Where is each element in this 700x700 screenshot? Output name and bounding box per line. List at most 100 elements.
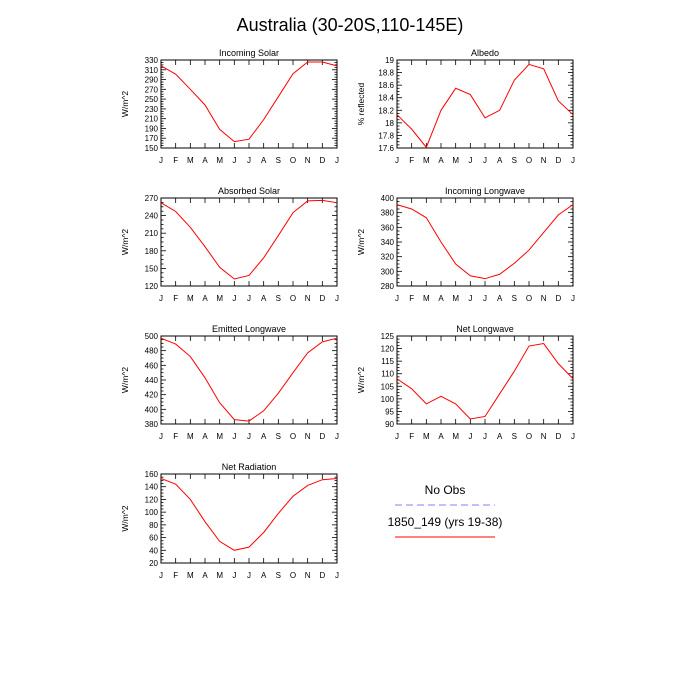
x-tick-label: M (216, 571, 223, 580)
y-tick-label: 210 (145, 229, 159, 238)
x-tick-label: N (541, 294, 547, 303)
series-line (160, 337, 338, 422)
x-tick-label: J (159, 432, 163, 441)
plot-frame (160, 197, 338, 287)
x-tick-label: F (173, 432, 178, 441)
x-tick-label: J (232, 432, 236, 441)
x-tick-label: A (261, 432, 267, 441)
y-tick-label: 320 (381, 253, 395, 262)
x-tick-label: F (409, 294, 414, 303)
x-tick-label: N (541, 156, 547, 165)
main-title: Australia (30-20S,110-145E) (237, 15, 464, 35)
panel-title: Incoming Solar (219, 48, 279, 58)
x-tick-label: N (305, 294, 311, 303)
plot-frame (160, 335, 338, 425)
x-tick-label: M (216, 432, 223, 441)
y-tick-label: 115 (381, 357, 394, 366)
plot-frame (160, 59, 338, 149)
x-tick-label: J (247, 294, 251, 303)
x-tick-label: S (512, 432, 517, 441)
y-tick-label: 160 (145, 470, 159, 479)
x-tick-label: N (541, 432, 547, 441)
x-tick-label: A (202, 571, 208, 580)
y-tick-label: 120 (145, 495, 159, 504)
x-tick-label: J (232, 571, 236, 580)
x-tick-label: D (319, 156, 325, 165)
y-tick-label: 120 (381, 345, 395, 354)
y-tick-label: 420 (145, 391, 159, 400)
x-tick-label: J (468, 294, 472, 303)
y-tick-label: 18.2 (378, 106, 394, 115)
y-tick-label: 18 (385, 119, 394, 128)
x-tick-label: O (290, 294, 296, 303)
y-tick-label: 150 (145, 144, 159, 153)
y-tick-label: 150 (145, 264, 159, 273)
x-tick-label: M (423, 432, 430, 441)
x-tick-label: N (305, 571, 311, 580)
y-tick-label: 310 (145, 66, 159, 75)
y-tick-label: 230 (145, 105, 159, 114)
y-tick-label: 100 (381, 395, 395, 404)
chart-panel: Albedo % reflected 17.6 17.8 18 18.2 18.4 18.6 1… (356, 48, 575, 165)
x-tick-label: F (173, 571, 178, 580)
y-tick-label: 95 (385, 407, 394, 416)
y-axis-label: W/m^2 (120, 229, 130, 255)
panel-title: Net Radiation (222, 462, 277, 472)
x-tick-label: J (335, 294, 339, 303)
y-tick-label: 90 (385, 420, 394, 429)
x-tick-label: J (571, 294, 575, 303)
x-tick-label: M (452, 432, 459, 441)
y-axis-label: % reflected (356, 82, 366, 125)
series-line (396, 63, 574, 149)
x-tick-label: O (526, 156, 532, 165)
y-tick-label: 330 (145, 56, 159, 65)
plot-frame (396, 59, 574, 149)
x-tick-label: J (468, 156, 472, 165)
x-tick-label: O (290, 571, 296, 580)
x-tick-label: F (409, 156, 414, 165)
x-tick-label: J (395, 156, 399, 165)
x-tick-label: A (438, 294, 444, 303)
y-tick-label: 480 (145, 347, 159, 356)
y-tick-label: 170 (145, 134, 159, 143)
y-tick-label: 100 (145, 508, 159, 517)
y-tick-label: 140 (145, 483, 159, 492)
x-tick-label: A (261, 294, 267, 303)
x-tick-label: A (202, 432, 208, 441)
y-axis-label: W/m^2 (120, 91, 130, 117)
x-tick-label: M (187, 294, 194, 303)
x-tick-label: M (216, 294, 223, 303)
x-tick-label: M (187, 156, 194, 165)
chart-panel: Net Longwave W/m^2 90 95 100 105 110 115 120 125 J… (356, 324, 575, 441)
y-tick-label: 20 (149, 559, 158, 568)
y-tick-label: 18.6 (378, 81, 394, 90)
y-tick-label: 105 (381, 382, 395, 391)
y-tick-label: 120 (145, 282, 159, 291)
y-tick-label: 270 (145, 194, 159, 203)
y-tick-label: 340 (381, 238, 395, 247)
x-tick-label: S (276, 432, 281, 441)
x-tick-label: D (319, 294, 325, 303)
x-tick-label: J (247, 156, 251, 165)
panel-title: Absorbed Solar (218, 186, 280, 196)
y-tick-label: 400 (145, 405, 159, 414)
y-tick-label: 380 (145, 420, 159, 429)
x-tick-label: A (438, 156, 444, 165)
chart-panel: Net Radiation W/m^2 20 40 60 80 100 120 140 160 J F… (120, 462, 339, 580)
y-tick-label: 210 (145, 115, 159, 124)
y-tick-label: 110 (381, 370, 394, 379)
x-tick-label: M (452, 156, 459, 165)
x-tick-label: D (555, 156, 561, 165)
x-tick-label: A (261, 571, 267, 580)
series-line (396, 204, 574, 280)
y-axis-label: W/m^2 (120, 505, 130, 531)
x-tick-label: N (305, 432, 311, 441)
y-tick-label: 18.8 (378, 69, 394, 78)
x-tick-label: O (526, 294, 532, 303)
y-tick-label: 40 (149, 546, 158, 555)
y-tick-label: 380 (381, 209, 395, 218)
x-tick-label: S (276, 571, 281, 580)
x-tick-label: M (423, 294, 430, 303)
